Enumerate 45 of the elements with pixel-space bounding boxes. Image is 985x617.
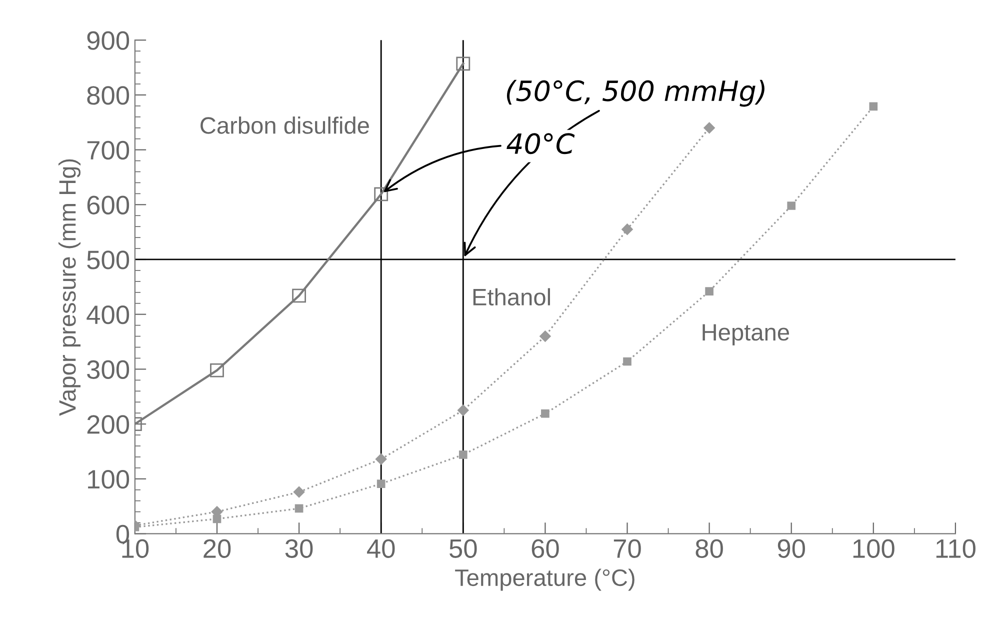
point <box>704 122 715 134</box>
y-tick-label: 100 <box>88 470 130 489</box>
point <box>292 288 306 303</box>
y-tick-label: 500 <box>87 250 130 270</box>
point <box>375 454 387 465</box>
y-axis-title: Vapor pressure (mm Hg) <box>58 159 81 416</box>
point <box>293 486 305 498</box>
point <box>623 357 632 366</box>
x-tick-label: 40 <box>367 539 395 558</box>
y-tick-label: 600 <box>87 196 130 214</box>
x-tick-label: 70 <box>614 539 641 558</box>
point <box>787 202 796 210</box>
y-tick-label: 700 <box>87 140 130 160</box>
point <box>458 450 468 459</box>
point <box>374 187 388 202</box>
annotation: (50°C, 500 mmHg) <box>506 80 764 107</box>
point <box>869 102 878 111</box>
point <box>212 514 222 524</box>
point <box>540 330 551 342</box>
x-tick-label: 50 <box>450 539 477 558</box>
point <box>458 404 469 416</box>
y-tick-label: 200 <box>87 415 130 434</box>
x-tick-label: 80 <box>696 539 723 558</box>
x-tick-label: 60 <box>532 539 559 558</box>
point <box>456 56 470 71</box>
point <box>376 480 386 488</box>
point <box>210 363 224 378</box>
point <box>294 504 304 513</box>
y-tick-label: 800 <box>87 86 130 105</box>
x-tick-label: 110 <box>936 539 976 558</box>
annotation: 40°C <box>506 133 575 154</box>
series-label: Ethanol <box>473 288 550 306</box>
x-tick-label: 90 <box>778 539 805 558</box>
point <box>705 287 714 296</box>
y-tick-label: 900 <box>87 31 130 50</box>
x-axis-title: Temperature (°C) <box>455 568 634 591</box>
y-tick-label: 400 <box>86 305 130 324</box>
x-tick-label: 30 <box>285 539 313 558</box>
point <box>541 409 550 418</box>
series-label: Carbon disulfide <box>200 116 369 134</box>
series-label: Heptane <box>702 324 789 346</box>
x-tick-label: 100 <box>853 539 894 558</box>
y-tick-label: 300 <box>87 360 130 379</box>
point <box>622 224 633 235</box>
x-tick-label: 20 <box>204 539 231 558</box>
